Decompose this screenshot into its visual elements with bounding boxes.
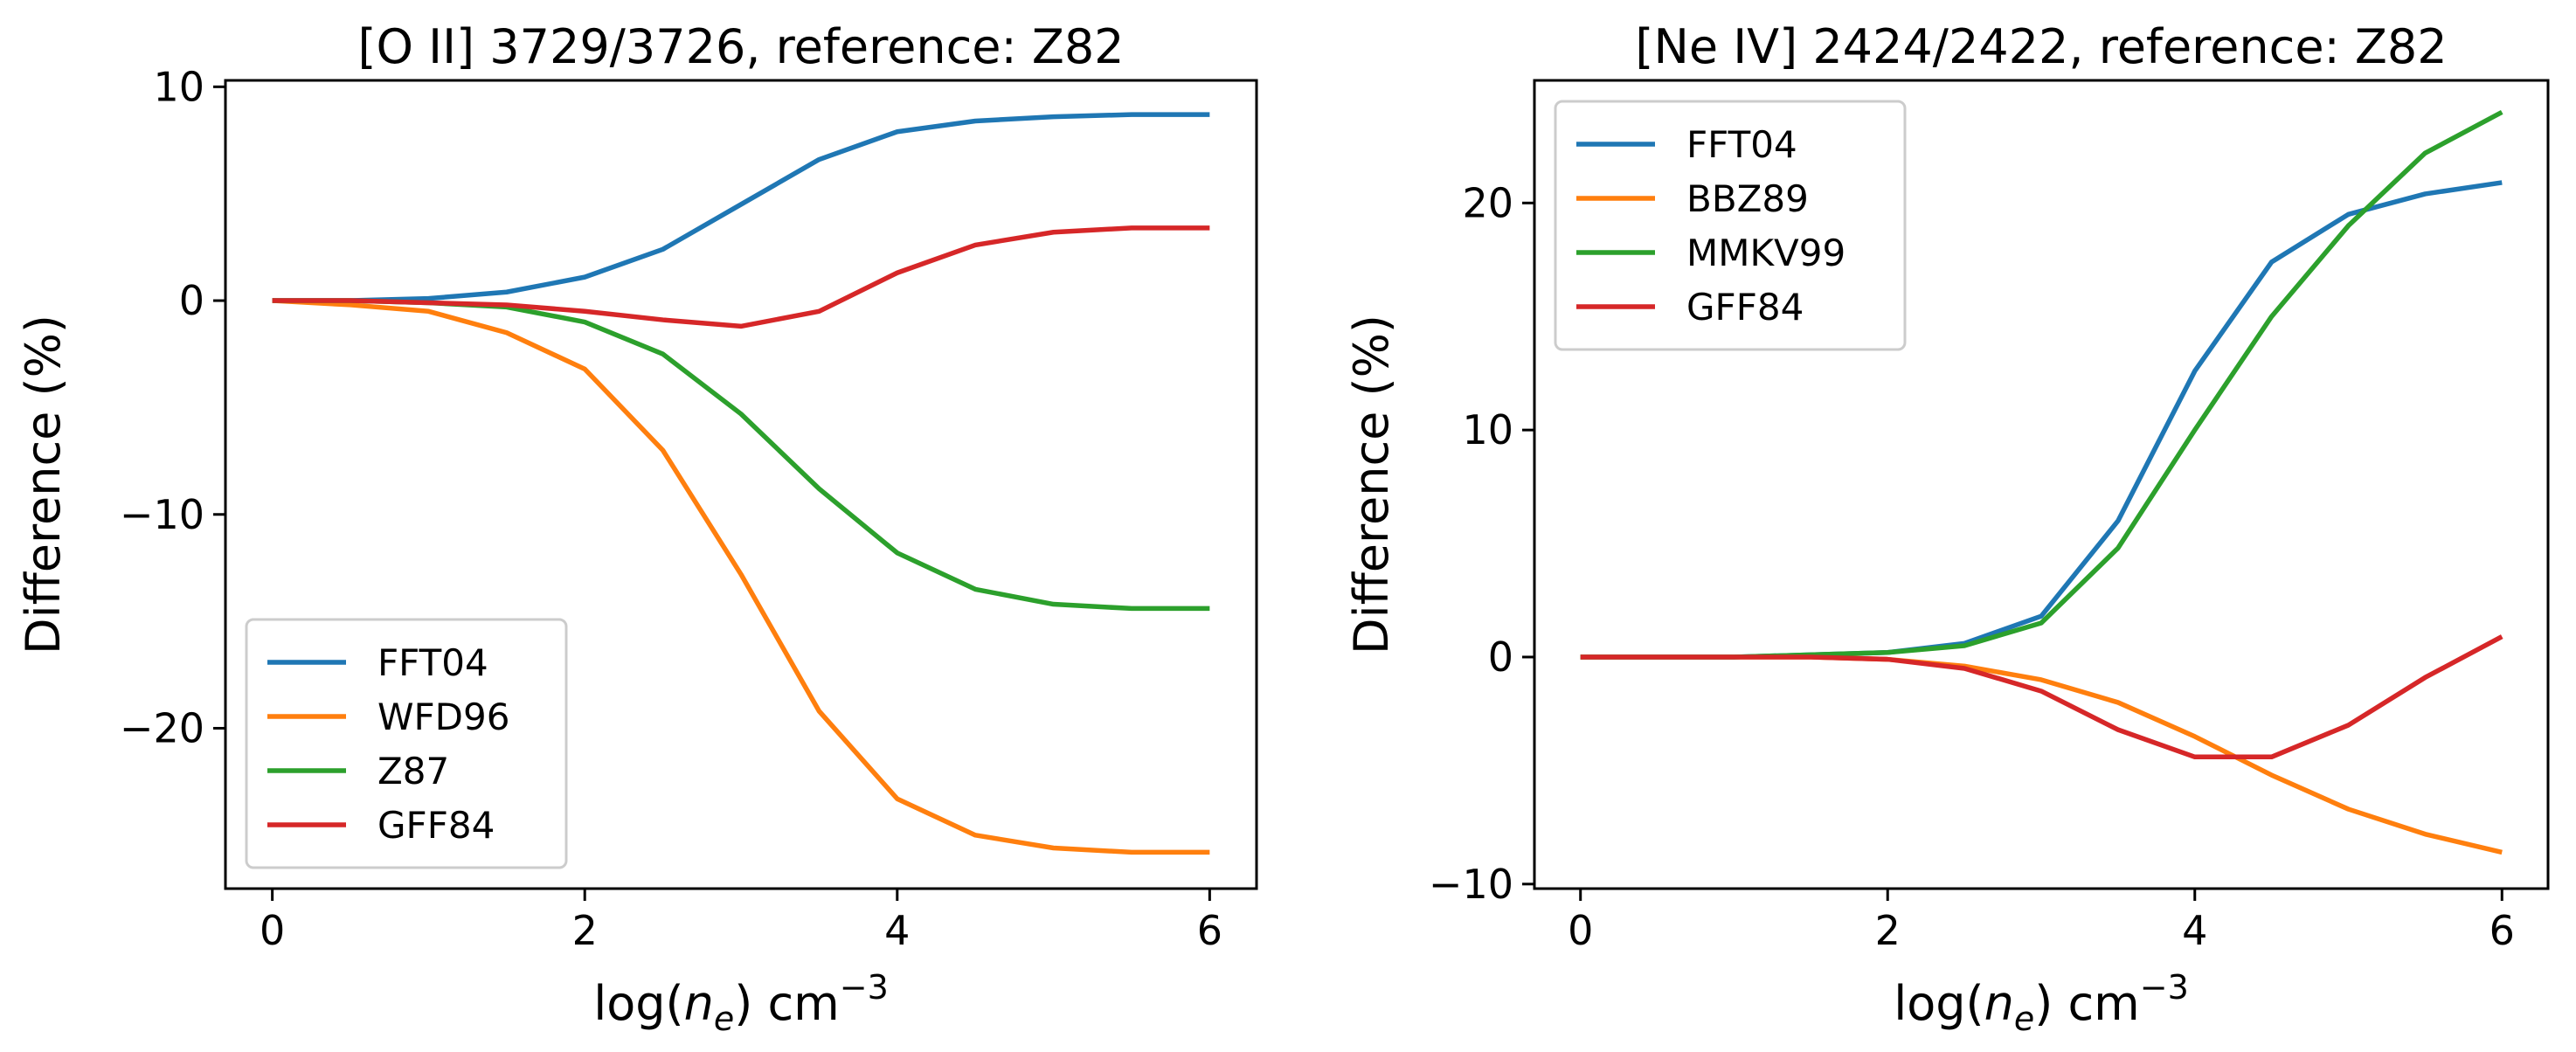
legend-label-gff84: GFF84 [377, 804, 495, 847]
legend-box [245, 618, 568, 869]
legend-label-gff84: GFF84 [1686, 286, 1804, 329]
series-line-wfd96 [272, 298, 1210, 855]
legend-label-wfd96: WFD96 [377, 696, 509, 738]
series-line-z87 [272, 298, 1210, 612]
x-tick-label: 2 [572, 907, 598, 954]
series-line-bbz89 [1580, 654, 2503, 855]
legend: FFT04 BBZ89 MMKV99 GFF84 [1554, 100, 1907, 351]
x-axis-label: log(ne) cm−3 [593, 968, 889, 1038]
legend-label-bbz89: BBZ89 [1686, 177, 1809, 220]
y-tick-label: −10 [1429, 861, 1513, 908]
x-tick-label: 4 [2182, 907, 2207, 954]
axes-frame [224, 79, 1258, 890]
legend-box [1554, 100, 1907, 351]
legend: FFT04 WFD96 Z87 GFF84 [245, 618, 568, 869]
x-axis-label: log(ne) cm−3 [1894, 968, 2189, 1038]
chart-panel-neiv: 0 2 4 6 −10 0 10 20 [Ne IV] 2424/2422, reference… [1344, 19, 2550, 1038]
y-tick-label: −20 [120, 704, 204, 751]
series-lines [272, 112, 1210, 855]
legend-label-z87: Z87 [377, 750, 449, 792]
legend-label-fft04: FFT04 [377, 641, 488, 684]
legend-label-mmkv99: MMKV99 [1686, 232, 1845, 274]
y-axis-label: Difference (%) [16, 315, 71, 654]
x-tick-label: 4 [884, 907, 910, 954]
chart-title: [O II] 3729/3726, reference: Z82 [357, 19, 1124, 74]
legend-label-fft04: FFT04 [1686, 123, 1797, 166]
y-tick-label: 10 [1462, 406, 1513, 453]
series-lines [1580, 109, 2503, 855]
x-tick-label: 2 [1875, 907, 1901, 954]
chart-title: [Ne IV] 2424/2422, reference: Z82 [1635, 19, 2447, 74]
axes-frame [1533, 79, 2550, 890]
x-tick-label: 0 [260, 907, 285, 954]
series-line-fft04 [272, 112, 1210, 303]
y-tick-label: −10 [120, 491, 204, 538]
y-axis-label: Difference (%) [1344, 315, 1399, 654]
x-tick-label: 6 [1197, 907, 1222, 954]
y-tick-label: 0 [1488, 633, 1513, 681]
y-tick-label: 0 [179, 277, 204, 324]
y-tick-label: 20 [1462, 179, 1513, 226]
series-line-gff84 [272, 225, 1210, 329]
y-tick-label: 10 [153, 63, 204, 110]
x-tick-label: 0 [1568, 907, 1593, 954]
chart-panel-oii: 0 2 4 6 −20 −10 0 10 [O II] 3729/3726, reference… [16, 19, 1258, 1038]
series-line-gff84 [1580, 634, 2503, 760]
x-tick-label: 6 [2489, 907, 2515, 954]
